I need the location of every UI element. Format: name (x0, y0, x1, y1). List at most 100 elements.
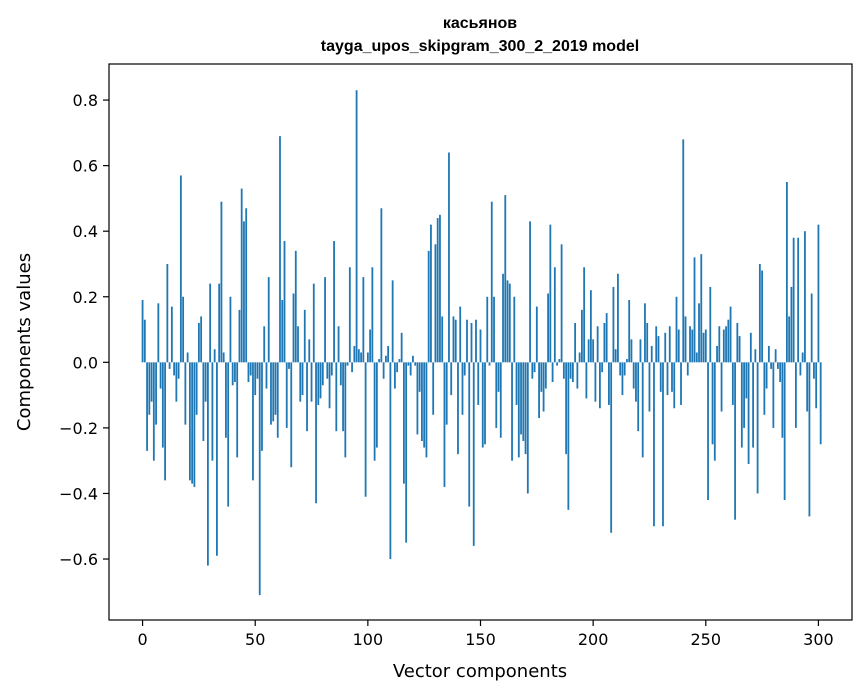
y-tick-label: −0.6 (59, 550, 98, 569)
bar (448, 152, 450, 363)
bar (637, 362, 640, 432)
bar (592, 339, 595, 363)
bar (472, 362, 475, 546)
bar (479, 329, 482, 363)
bar (767, 345, 770, 363)
bar (702, 332, 705, 363)
bar (801, 352, 804, 363)
bar (722, 329, 725, 363)
bar (817, 224, 820, 363)
bar (470, 322, 473, 363)
bar (680, 362, 682, 405)
bar (605, 313, 608, 363)
x-tick-label: 300 (803, 630, 834, 649)
bar (261, 362, 263, 451)
bar (360, 352, 362, 363)
bar (524, 362, 527, 455)
bar (344, 362, 347, 458)
bar (348, 267, 351, 363)
bar (691, 329, 694, 363)
chart-subtitle: tayga_upos_skipgram_300_2_2019 model (321, 38, 639, 55)
bar (312, 283, 315, 363)
bar (306, 362, 308, 432)
bar (247, 362, 250, 382)
bar (664, 332, 667, 363)
bar (188, 362, 191, 481)
bar (772, 362, 775, 428)
bar (743, 362, 745, 428)
bar (197, 322, 200, 363)
bar (650, 345, 653, 363)
bar (173, 362, 176, 376)
bar (684, 316, 687, 363)
y-tick-label: 0.8 (73, 91, 98, 110)
bar (758, 263, 761, 363)
bar (384, 355, 387, 363)
bar (209, 283, 212, 363)
bar (445, 362, 448, 425)
bar (391, 280, 394, 363)
bar (531, 362, 534, 379)
bar (740, 362, 743, 448)
bar (161, 362, 164, 448)
bar (310, 362, 313, 402)
bar (619, 362, 622, 376)
bar (398, 359, 401, 363)
bar (497, 362, 500, 392)
bar (763, 362, 766, 415)
bar (423, 362, 426, 448)
bar (520, 362, 522, 435)
bar (400, 332, 403, 363)
bar (776, 362, 779, 369)
bar (810, 293, 813, 363)
bar (709, 286, 712, 363)
bar (362, 277, 365, 363)
plot-frame (108, 63, 853, 621)
bar (396, 362, 399, 373)
bar (141, 300, 144, 363)
bar (765, 362, 768, 389)
bar (366, 352, 369, 363)
bar (294, 250, 297, 363)
bar (754, 349, 757, 363)
bar (560, 244, 563, 363)
bar (436, 218, 439, 363)
bar (240, 188, 243, 363)
bar (357, 349, 360, 363)
bar (711, 362, 714, 445)
bar (182, 296, 185, 363)
bar (443, 362, 446, 487)
bar (378, 359, 381, 363)
bar (407, 362, 410, 366)
bar (283, 241, 286, 363)
bar (795, 362, 797, 428)
bar (468, 362, 471, 507)
bar (409, 362, 412, 376)
bar (441, 316, 444, 363)
bar (427, 250, 430, 363)
bar (382, 362, 385, 379)
bar (454, 319, 457, 363)
bar (617, 273, 619, 363)
bars-group (141, 90, 822, 596)
bar (229, 296, 232, 363)
bar (297, 326, 299, 363)
bar (481, 362, 484, 448)
bar (648, 362, 651, 412)
bar (738, 336, 741, 363)
bar (303, 309, 306, 363)
bar (558, 359, 561, 363)
bar (540, 362, 543, 392)
bar (725, 326, 727, 363)
bar (335, 362, 338, 432)
bar (799, 362, 802, 376)
bar (373, 362, 376, 461)
bar (416, 362, 419, 435)
bar (659, 362, 662, 392)
bar (168, 362, 171, 369)
bar (689, 326, 691, 363)
bar (159, 362, 162, 389)
bar (612, 286, 615, 363)
